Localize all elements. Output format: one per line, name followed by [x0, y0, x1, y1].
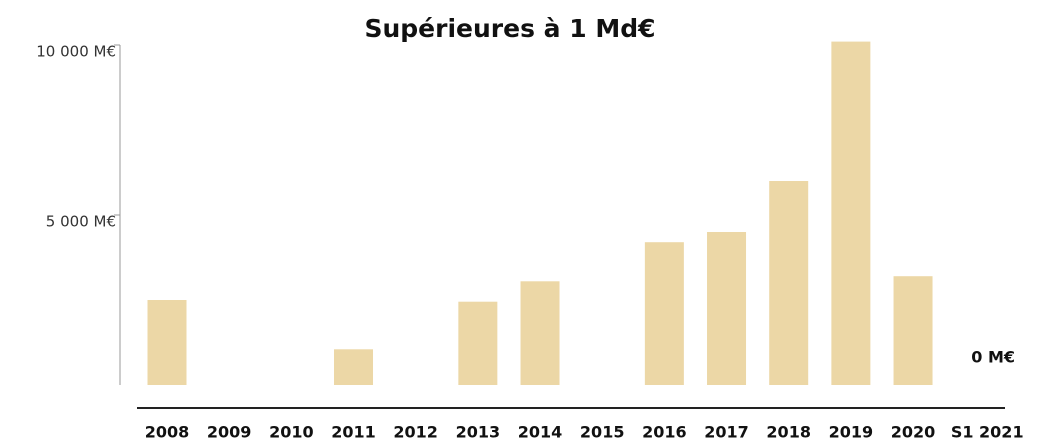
x-tick-label: 2010 — [269, 423, 314, 439]
bar — [644, 242, 684, 385]
bar — [769, 181, 809, 385]
y-tick-label: 5 000 M€ — [46, 213, 116, 231]
value-label: 0 M€ — [971, 348, 1015, 367]
bar — [458, 301, 498, 385]
x-tick-label: S1 2021 — [951, 423, 1024, 439]
x-tick-label: 2012 — [393, 423, 438, 439]
x-tick-label: 2017 — [704, 423, 749, 439]
x-tick-label: 2008 — [145, 423, 190, 439]
bar — [147, 300, 187, 385]
chart-title: Supérieures à 1 Md€ — [364, 14, 655, 43]
x-tick-label: 2009 — [207, 423, 252, 439]
x-tick-label: 2015 — [580, 423, 625, 439]
x-tick-label: 2018 — [766, 423, 811, 439]
bar — [893, 276, 933, 385]
x-tick-label: 2016 — [642, 423, 687, 439]
bar — [520, 281, 560, 385]
x-tick-label: 2011 — [331, 423, 376, 439]
x-tick-label: 2013 — [456, 423, 501, 439]
x-tick-label: 2020 — [891, 423, 936, 439]
bar — [707, 232, 747, 385]
y-tick-label: 10 000 M€ — [36, 43, 116, 61]
x-tick-label: 2019 — [829, 423, 874, 439]
x-tick-label: 2014 — [518, 423, 563, 439]
bar — [334, 349, 374, 385]
bar — [831, 41, 871, 385]
